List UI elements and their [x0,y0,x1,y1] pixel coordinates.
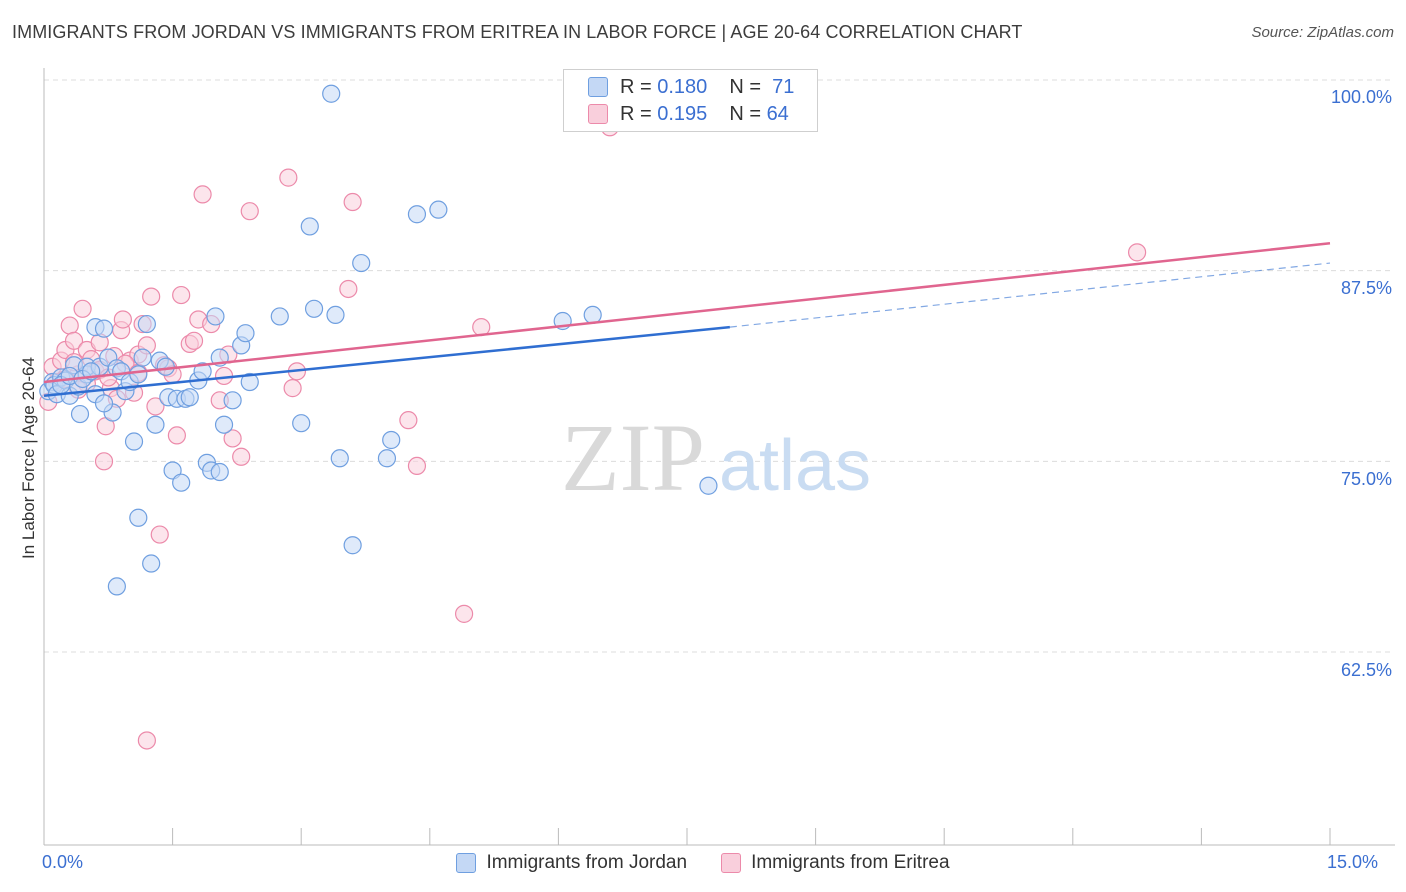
data-point [137,731,156,750]
data-point [1127,243,1147,262]
data-point [142,287,161,306]
axes [43,68,1395,846]
data-point [180,388,199,407]
y-tick-100: 100.0% [1330,87,1392,107]
data-point [279,168,298,187]
grid-lines [44,79,1390,653]
x-tick-max: 15.0% [1327,852,1379,872]
data-point [172,473,191,492]
data-point [206,307,225,326]
data-point [300,217,319,236]
data-point [107,577,126,596]
data-point [210,462,229,482]
source-label: Source: ZipAtlas.com [1251,24,1394,41]
data-point [223,429,242,448]
data-point [304,299,324,318]
data-point [326,305,345,325]
data-point [343,536,362,555]
legend-row-jordan: R = 0.180 N = 71 [588,74,794,100]
data-point [73,299,92,318]
trend-lines [43,241,1331,397]
data-point [167,426,186,445]
data-point [322,84,341,103]
data-point [146,397,165,416]
bottom-legend-jordan[interactable]: Immigrants from Jordan [456,852,687,874]
data-point [193,185,212,204]
watermark: ZIP atlas [561,404,871,511]
watermark-atlas: atlas [719,426,871,506]
y-axis-label: In Labor Force | Age 20-64 [19,357,38,559]
data-point [60,316,79,335]
data-point [214,415,234,434]
data-point [399,411,418,430]
data-point [270,307,289,326]
eritrea-legend-swatch [721,853,742,873]
eritrea-trend-line [43,241,1331,384]
data-point [172,285,191,305]
x-tick-min: 0.0% [42,852,84,872]
jordan-trend-extension [729,262,1331,328]
data-point [113,310,132,329]
jordan-legend-swatch [456,853,477,873]
data-point [330,449,349,468]
data-point [124,432,144,451]
data-point [94,394,114,413]
chart-title: IMMIGRANTS FROM JORDAN VS IMMIGRANTS FRO… [12,22,1023,42]
data-point [240,372,259,392]
data-point [352,253,371,273]
data-point [343,192,362,212]
data-point [133,348,152,367]
data-point [583,305,602,325]
data-point [454,604,474,623]
data-point [236,324,255,343]
data-point [184,331,204,350]
data-point [137,314,156,334]
bottom-legend: Immigrants from Jordan Immigrants from E… [0,852,1406,874]
eritrea-legend-label: Immigrants from Eritrea [751,852,950,873]
data-point [429,200,448,219]
jordan-swatch [588,77,608,97]
legend-row-eritrea: R = 0.195 N = 64 [588,101,789,127]
data-point [150,525,169,544]
data-point [699,476,718,495]
data-point [94,319,114,338]
legend-box: R = 0.180 N = 71 R = 0.195 N = 64 [563,69,818,132]
data-point [129,508,148,527]
data-point [407,205,427,224]
data-point [146,415,165,434]
data-point [240,202,259,221]
data-point [407,456,427,476]
watermark-zip: ZIP [561,404,705,511]
data-point [70,404,90,424]
data-point [223,391,242,410]
data-point [377,449,397,468]
bottom-legend-eritrea[interactable]: Immigrants from Eritrea [721,852,950,874]
data-point [232,447,251,466]
data-point [129,365,148,384]
data-point [283,379,302,398]
data-point [156,357,175,376]
jordan-legend-label: Immigrants from Jordan [486,852,688,873]
y-tick-87-5: 87.5% [1340,278,1392,298]
data-point [94,452,114,471]
data-point [142,554,161,573]
eritrea-swatch [588,104,608,124]
data-point [382,430,401,450]
data-point [64,331,84,350]
data-point [292,414,311,433]
y-tick-62-5: 62.5% [1340,660,1392,680]
y-tick-75: 75.0% [1340,469,1392,489]
jordan-trend-line [43,325,730,397]
data-point [339,279,358,299]
